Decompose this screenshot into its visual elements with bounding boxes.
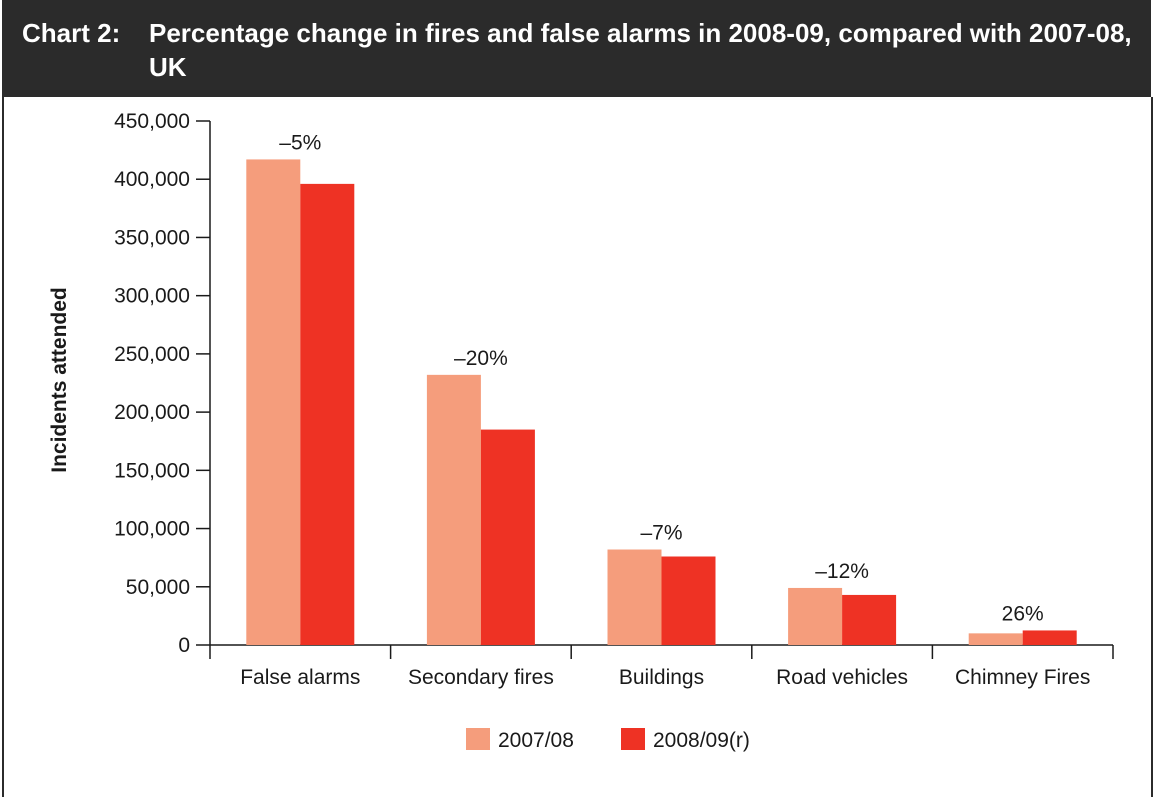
y-tick-label: 150,000 [114,459,190,482]
y-tick-label: 200,000 [114,401,190,424]
x-category-label: Buildings [619,666,704,689]
annotations: –5% –20% –7% –12% 26% [279,131,1043,625]
y-axis-title: Incidents attended [48,287,71,473]
x-category-label: Secondary fires [408,666,554,689]
y-tick-label: 250,000 [114,343,190,366]
bar-series-2 [661,556,716,645]
percent-change-label: –5% [279,131,321,154]
legend-swatch [466,728,490,750]
bar-series-1 [246,159,301,645]
y-tick-label: 350,000 [114,226,190,249]
percent-change-label: –12% [815,560,869,583]
x-axis: False alarms Secondary fires Buildings Road… [209,644,1114,689]
percent-change-label: –20% [454,347,508,370]
bar-series-2 [1022,630,1077,645]
x-category-label: Road vehicles [776,666,908,689]
y-tick-label: 100,000 [114,518,190,541]
bars [246,159,1077,645]
bar-series-1 [426,374,481,645]
legend-label: 2008/09(r) [653,729,750,752]
bar-series-1 [607,549,662,645]
y-axis: 0 50,000 100,000 150,000 200,000 250,000 300,0… [114,110,211,657]
bar-series-2 [300,183,355,645]
legend-swatch [621,728,645,750]
chart-title: Percentage change in fires and false ala… [149,18,1132,82]
y-tick-label: 50,000 [126,576,190,599]
y-tick-label: 0 [178,634,190,657]
chart-frame [2,97,1153,797]
y-tick-label: 400,000 [114,168,190,191]
x-category-label: Chimney Fires [955,666,1090,689]
legend: 2007/08 2008/09(r) [466,728,750,752]
legend-label: 2007/08 [498,729,574,752]
bar-series-1 [968,633,1023,645]
bar-series-2 [480,429,535,645]
percent-change-label: –7% [640,522,682,545]
chart-number-label: Chart 2: [22,18,121,48]
x-category-label: False alarms [240,666,360,689]
chart-header: Chart 2: Percentage change in fires and … [2,0,1151,97]
y-tick-label: 300,000 [114,285,190,308]
percent-change-label: 26% [1002,602,1044,625]
y-tick-label: 450,000 [114,110,190,133]
bar-series-2 [842,594,897,645]
bar-series-1 [788,587,843,645]
